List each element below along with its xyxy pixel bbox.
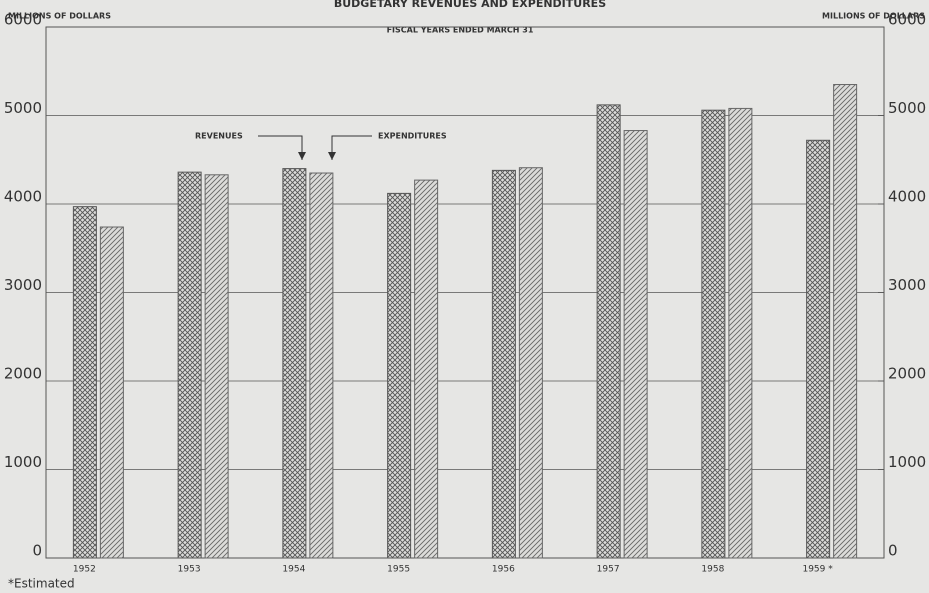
x-tick-label: 1956 (492, 565, 515, 575)
bar (282, 168, 307, 559)
bar (177, 171, 202, 559)
x-tick-label: 1952 (73, 565, 96, 575)
y-tick-label: 1000 (4, 453, 42, 471)
y2-axis-label: MILLIONS OF DOLLARS (822, 12, 925, 21)
arrowhead (328, 152, 336, 160)
x-tick-label: 1955 (387, 565, 410, 575)
x-tick-label: 1953 (178, 565, 201, 575)
y2-tick-label: 1000 (888, 453, 926, 471)
y-axis-label: MILLIONS OF DOLLARS (8, 12, 111, 21)
bar (72, 206, 97, 559)
annotation: REVENUES (195, 132, 243, 141)
y2-tick-label: 6000 (888, 11, 926, 29)
bar (309, 172, 334, 559)
x-tick-label: 1957 (597, 565, 620, 575)
bar (204, 174, 229, 559)
y-tick-label: 0 (32, 542, 42, 560)
y-tick-label: 2000 (4, 365, 42, 383)
arrowhead (298, 152, 306, 160)
bar (414, 179, 439, 559)
bar (728, 107, 753, 559)
y-tick-label: 4000 (4, 188, 42, 206)
bar (518, 167, 543, 559)
chart-subtitle: FISCAL YEARS ENDED MARCH 31 (387, 26, 534, 35)
bar (491, 169, 516, 559)
y-tick-label: 6000 (4, 11, 42, 29)
footnote: *Estimated (8, 577, 75, 591)
bar (387, 192, 412, 559)
chart-title: BUDGETARY REVENUES AND EXPENDITURES (334, 0, 606, 10)
x-tick-label: 1959 * (802, 565, 833, 575)
y2-tick-label: 5000 (888, 99, 926, 117)
x-tick-label: 1958 (701, 565, 724, 575)
y2-tick-label: 3000 (888, 276, 926, 294)
bar (596, 104, 621, 559)
bar (701, 109, 726, 559)
bar (833, 84, 858, 559)
x-tick-label: 1954 (282, 565, 305, 575)
bar (806, 139, 831, 559)
y2-tick-label: 2000 (888, 365, 926, 383)
annotation: EXPENDITURES (378, 132, 447, 141)
y-tick-label: 3000 (4, 276, 42, 294)
bar (99, 226, 124, 559)
y2-tick-label: 0 (888, 542, 898, 560)
bar (623, 130, 648, 559)
y-tick-label: 5000 (4, 99, 42, 117)
y2-tick-label: 4000 (888, 188, 926, 206)
